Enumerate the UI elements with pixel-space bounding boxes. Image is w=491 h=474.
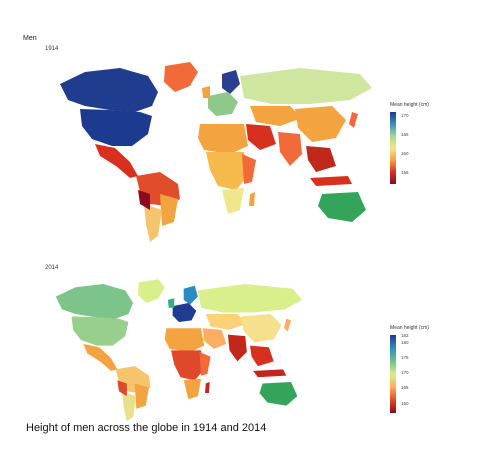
legend-title-1914: Mean height (cm) (390, 102, 429, 108)
central-america-region (83, 344, 118, 371)
north-america-north-region (60, 68, 158, 112)
central-africa-region (171, 350, 205, 381)
world-map-2014 (55, 279, 303, 422)
western-europe-region (172, 303, 197, 322)
east-africa-region (242, 154, 256, 184)
legend-tick: 155 (401, 170, 409, 175)
central-africa-region (206, 152, 248, 190)
legend-tick: 170 (401, 113, 409, 118)
year-label-2014: 2014 (45, 265, 59, 271)
south-america-south-region (144, 204, 162, 242)
scandinavia-region (183, 285, 198, 305)
indonesia-region (253, 369, 287, 378)
central-america-region (95, 144, 138, 178)
usa-region (80, 109, 152, 146)
russia-region (240, 68, 372, 104)
legend-tick: 170 (401, 370, 409, 375)
southeast-asia-region (306, 146, 336, 172)
legend-tick: 180 (401, 340, 409, 345)
south-america-east-region (134, 383, 149, 409)
legend-color-bar-1914 (390, 112, 396, 184)
legend-tick: 160 (401, 401, 409, 406)
indonesia-region (310, 176, 352, 186)
russia-region (197, 284, 303, 313)
year-label-1914: 1914 (45, 46, 59, 52)
north-africa-region (164, 328, 205, 352)
peru-bolivia-region (117, 380, 127, 397)
legend-tick: 160 (401, 151, 409, 156)
legend-tick: 165 (401, 132, 409, 137)
legend-tick: 182 (401, 333, 409, 338)
uk-region (202, 86, 210, 98)
map-panel-2014: 2014 Mean height (cm) 182 180 175 170 (40, 265, 429, 425)
legend-title-2014: Mean height (cm) (390, 325, 429, 331)
australia-region (259, 381, 298, 406)
greenland-region (137, 279, 165, 303)
south-america-south-region (122, 391, 137, 422)
southern-africa-region (222, 188, 244, 214)
map-panel-1914: 1914 Me (40, 46, 429, 246)
north-africa-region (198, 124, 248, 154)
china-region (241, 314, 282, 343)
southern-africa-region (183, 378, 202, 400)
legend-1914: Mean height (cm) 170 165 160 155 (390, 102, 429, 184)
legend-2014: Mean height (cm) 182 180 175 170 165 160 (390, 325, 429, 413)
australia-region (318, 192, 366, 222)
madagascar-region (205, 381, 210, 393)
east-africa-region (199, 351, 211, 376)
peru-bolivia-region (138, 190, 150, 210)
north-america-north-region (55, 284, 134, 319)
madagascar-region (249, 192, 255, 206)
south-america-east-region (160, 194, 178, 226)
india-region (278, 132, 302, 166)
china-region (295, 106, 346, 142)
central-asia-region (205, 314, 247, 330)
japan-region (349, 112, 358, 128)
southeast-asia-region (250, 345, 274, 367)
legend-tick: 175 (401, 355, 409, 360)
legend-color-bar-2014 (390, 335, 396, 413)
india-region (227, 334, 247, 362)
page-heading: Men (23, 35, 37, 42)
greenland-region (164, 62, 198, 92)
figure-caption: Height of men across the globe in 1914 a… (24, 421, 269, 435)
world-map-1914 (60, 62, 372, 242)
central-asia-region (250, 106, 302, 126)
legend-tick: 165 (401, 385, 409, 390)
western-europe-region (208, 92, 238, 116)
middle-east-region (202, 328, 227, 349)
uk-region (167, 298, 175, 308)
japan-region (283, 318, 292, 332)
scandinavia-region (222, 70, 240, 94)
middle-east-region (246, 124, 276, 150)
usa-region (71, 316, 129, 346)
